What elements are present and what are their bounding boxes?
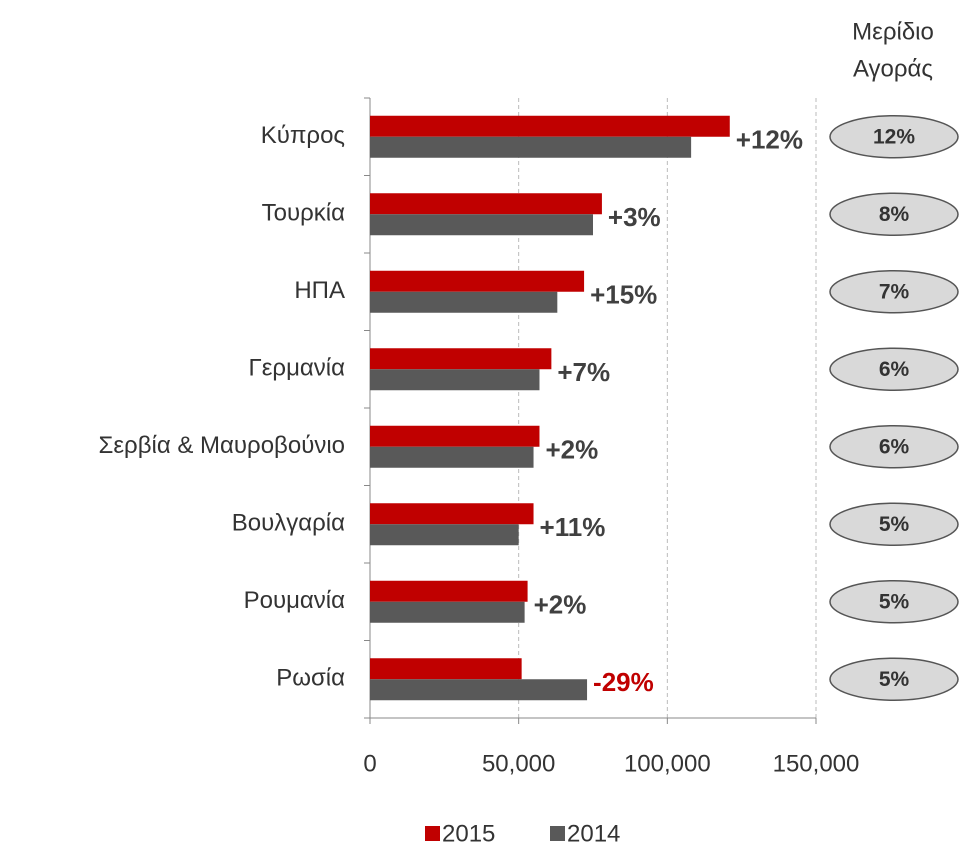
y-tick-label: Γερμανία — [249, 355, 346, 382]
x-tick-label: 0 — [363, 750, 376, 777]
bar — [370, 193, 602, 215]
share-label: 7% — [879, 280, 910, 303]
share-label: 8% — [879, 203, 910, 226]
y-tick-label: ΗΠΑ — [294, 277, 345, 304]
bar — [370, 136, 692, 158]
x-tick-label: 100,000 — [624, 750, 711, 777]
y-tick-label: Κύπρος — [261, 122, 345, 149]
bar — [370, 446, 534, 468]
share-label: 5% — [879, 668, 910, 691]
bar — [370, 580, 528, 602]
share-bubble — [829, 347, 959, 391]
share-label: 6% — [879, 358, 910, 381]
y-tick-label: Βουλγαρία — [232, 510, 345, 537]
bar — [370, 679, 588, 701]
y-tick-label: Τουρκία — [262, 200, 345, 227]
bar — [370, 425, 540, 447]
legend-label: 2015 — [442, 820, 495, 847]
share-bubble — [829, 502, 959, 546]
share-bubble — [829, 425, 959, 469]
bar — [370, 524, 519, 546]
bar — [370, 291, 558, 313]
y-tick-label: Ρωσία — [276, 665, 345, 692]
x-tick-label: 150,000 — [773, 750, 860, 777]
growth-label: +15% — [590, 280, 657, 310]
growth-label: +11% — [540, 512, 606, 542]
share-label: 6% — [879, 435, 910, 458]
y-tick-label: Ρουμανία — [244, 587, 346, 614]
bar — [370, 503, 534, 525]
share-title: Μερίδιο — [852, 18, 934, 45]
share-bubble — [829, 657, 959, 701]
growth-label: +7% — [557, 357, 610, 387]
bar — [370, 270, 585, 292]
growth-label: +2% — [534, 590, 587, 620]
growth-label: +2% — [545, 435, 598, 465]
bar — [370, 369, 540, 391]
share-bubble — [829, 115, 959, 159]
growth-label: -29% — [593, 667, 654, 697]
share-bubble — [829, 192, 959, 236]
growth-label: +12% — [736, 125, 803, 155]
y-tick-label: Σερβία & Μαυροβούνιο — [99, 432, 346, 459]
share-label: 12% — [873, 125, 915, 148]
x-tick-label: 50,000 — [482, 750, 555, 777]
bar — [370, 115, 730, 137]
legend-swatch — [550, 826, 565, 841]
share-label: 5% — [879, 590, 910, 613]
share-title: Αγοράς — [853, 55, 933, 82]
share-bubble — [829, 580, 959, 624]
legend-swatch — [425, 826, 440, 841]
share-label: 5% — [879, 513, 910, 536]
share-bubble — [829, 270, 959, 314]
bar — [370, 214, 593, 236]
growth-label: +3% — [608, 202, 661, 232]
legend-label: 2014 — [567, 820, 620, 847]
bar — [370, 348, 552, 370]
bar — [370, 658, 522, 680]
bar — [370, 601, 525, 623]
